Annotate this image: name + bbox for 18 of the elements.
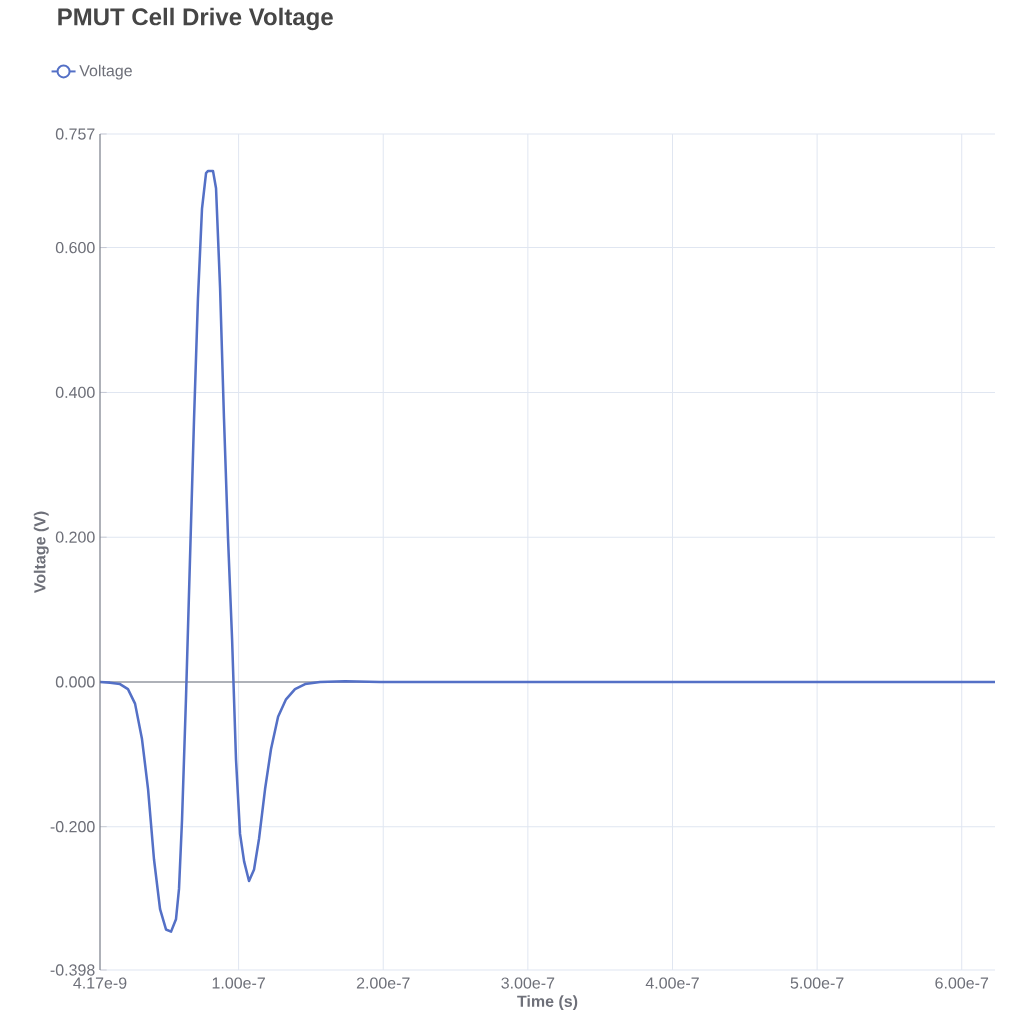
y-tick-label: 0.000 xyxy=(55,676,95,688)
y-tick-label: -0.398 xyxy=(50,964,95,976)
x-tick-label: 4.17e-9 xyxy=(73,977,127,989)
x-tick-label: 6.00e-7 xyxy=(935,977,989,989)
x-tick-label: 4.00e-7 xyxy=(645,977,699,989)
x-axis-title: Time (s) xyxy=(517,995,578,1011)
legend-label: Voltage xyxy=(79,64,132,80)
x-tick-label: 2.00e-7 xyxy=(356,977,410,989)
x-tick-label: 1.00e-7 xyxy=(212,977,265,989)
x-tick-label: 3.00e-7 xyxy=(501,977,555,989)
y-tick-label: -0.200 xyxy=(50,821,95,833)
y-tick-label: 0.600 xyxy=(55,241,95,254)
y-tick-label: 0.757 xyxy=(55,128,95,140)
y-tick-label: 0.400 xyxy=(55,386,95,399)
chart-title: PMUT Cell Drive Voltage xyxy=(58,7,333,31)
y-tick-label: 0.200 xyxy=(55,531,95,543)
y-axis-title: Voltage (V) xyxy=(33,511,49,594)
x-tick-label: 5.00e-7 xyxy=(790,977,844,989)
